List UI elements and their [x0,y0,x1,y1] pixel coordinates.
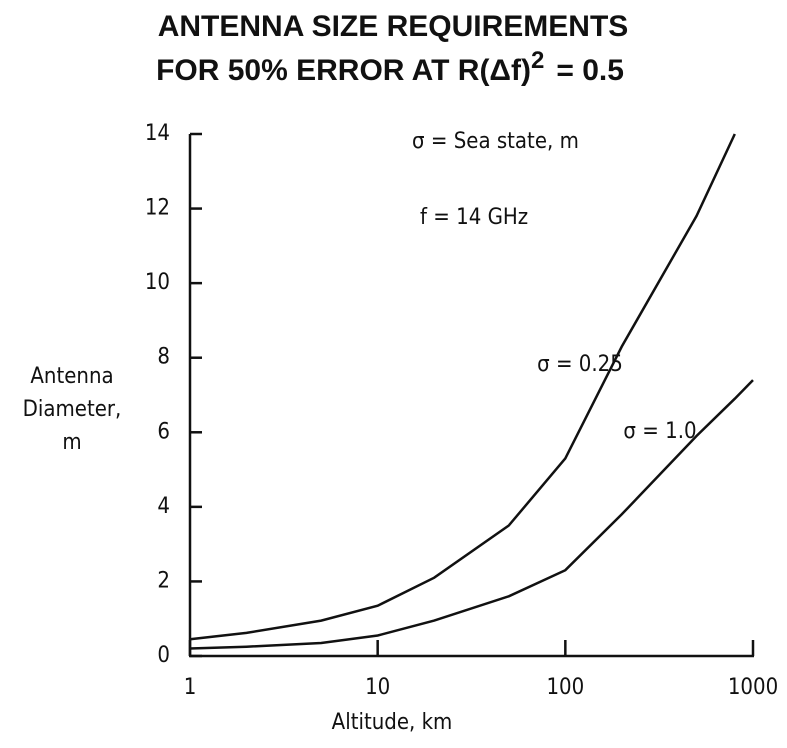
y-tick-label: 6 [157,419,170,444]
y-tick-label: 0 [157,643,170,668]
chart-subtitle: FOR 50% ERROR AT R(Δf)2 = 0.5 [156,47,624,87]
annotation: σ = Sea state, m [412,129,579,154]
y-tick-label: 8 [157,345,170,370]
x-axis-label: Altitude, km [332,710,453,735]
x-tick-label: 100 [546,675,584,700]
x-tick-label: 1000 [728,675,778,700]
y-tick-label: 2 [157,568,170,593]
y-tick-label: 12 [145,196,170,221]
y-tick-label: 4 [157,494,170,519]
line [189,133,736,641]
x-tick-label: 1 [184,675,197,700]
y-tick-label: 10 [145,270,170,295]
line [189,379,754,650]
series-label: σ = 0.25 [537,352,623,377]
y-tick-label: 14 [145,121,170,146]
subtitle-superscript: 2 [531,47,544,74]
y-axis-label: Antenna [30,364,113,389]
x-tick-label: 10 [365,675,390,700]
series-label: σ = 1.0 [623,419,696,444]
subtitle-part: = 0.5 [556,54,624,87]
subtitle-part: FOR 50% ERROR AT R(Δf) [156,54,531,87]
chart-title: ANTENNA SIZE REQUIREMENTS [158,10,629,43]
y-axis-label: m [62,430,81,455]
y-axis-label: Diameter, [23,397,122,422]
annotation: f = 14 GHz [420,205,528,230]
